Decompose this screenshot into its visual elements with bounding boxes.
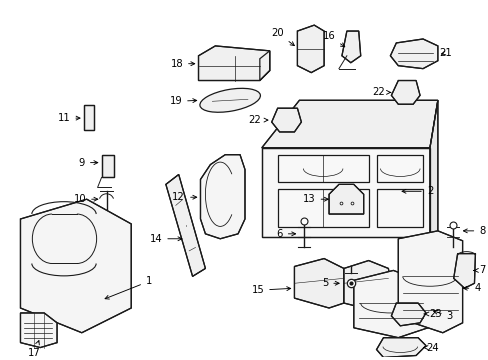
Text: 6: 6	[276, 229, 295, 239]
Text: 14: 14	[149, 234, 182, 244]
Text: 20: 20	[271, 28, 294, 46]
Polygon shape	[198, 46, 269, 81]
Polygon shape	[297, 25, 324, 73]
Polygon shape	[353, 270, 427, 338]
Text: 16: 16	[322, 31, 344, 47]
Text: 4: 4	[463, 283, 480, 293]
Text: 24: 24	[423, 343, 438, 352]
Text: 5: 5	[321, 278, 339, 288]
Ellipse shape	[200, 88, 260, 112]
Text: 8: 8	[463, 226, 485, 236]
Text: 2: 2	[401, 186, 432, 196]
Polygon shape	[390, 303, 425, 326]
Text: 18: 18	[170, 59, 194, 69]
Text: 13: 13	[303, 194, 327, 204]
Polygon shape	[20, 199, 131, 333]
Text: 22: 22	[248, 115, 267, 125]
Polygon shape	[341, 31, 360, 63]
Polygon shape	[390, 81, 419, 104]
Polygon shape	[165, 175, 205, 276]
Text: 22: 22	[371, 87, 390, 98]
Text: 23: 23	[423, 309, 441, 319]
Polygon shape	[328, 184, 363, 214]
Polygon shape	[20, 313, 57, 347]
Polygon shape	[261, 100, 437, 148]
Polygon shape	[389, 39, 437, 69]
Polygon shape	[453, 253, 474, 288]
Polygon shape	[294, 258, 343, 308]
Polygon shape	[200, 155, 244, 239]
Text: 15: 15	[251, 285, 290, 295]
Text: 1: 1	[105, 276, 152, 299]
Polygon shape	[83, 105, 94, 130]
Polygon shape	[343, 261, 392, 313]
Polygon shape	[261, 148, 429, 237]
Polygon shape	[398, 231, 462, 333]
Text: 3: 3	[433, 310, 452, 321]
Polygon shape	[376, 338, 425, 357]
Polygon shape	[271, 108, 301, 132]
Text: 19: 19	[169, 96, 196, 106]
Text: 11: 11	[58, 113, 80, 123]
Polygon shape	[429, 100, 437, 237]
Polygon shape	[102, 155, 114, 177]
Text: 9: 9	[79, 158, 98, 168]
Text: 12: 12	[172, 192, 196, 202]
Text: 21: 21	[439, 48, 451, 58]
Text: 7: 7	[473, 265, 485, 275]
Text: 17: 17	[28, 341, 41, 357]
Text: 10: 10	[73, 194, 98, 204]
